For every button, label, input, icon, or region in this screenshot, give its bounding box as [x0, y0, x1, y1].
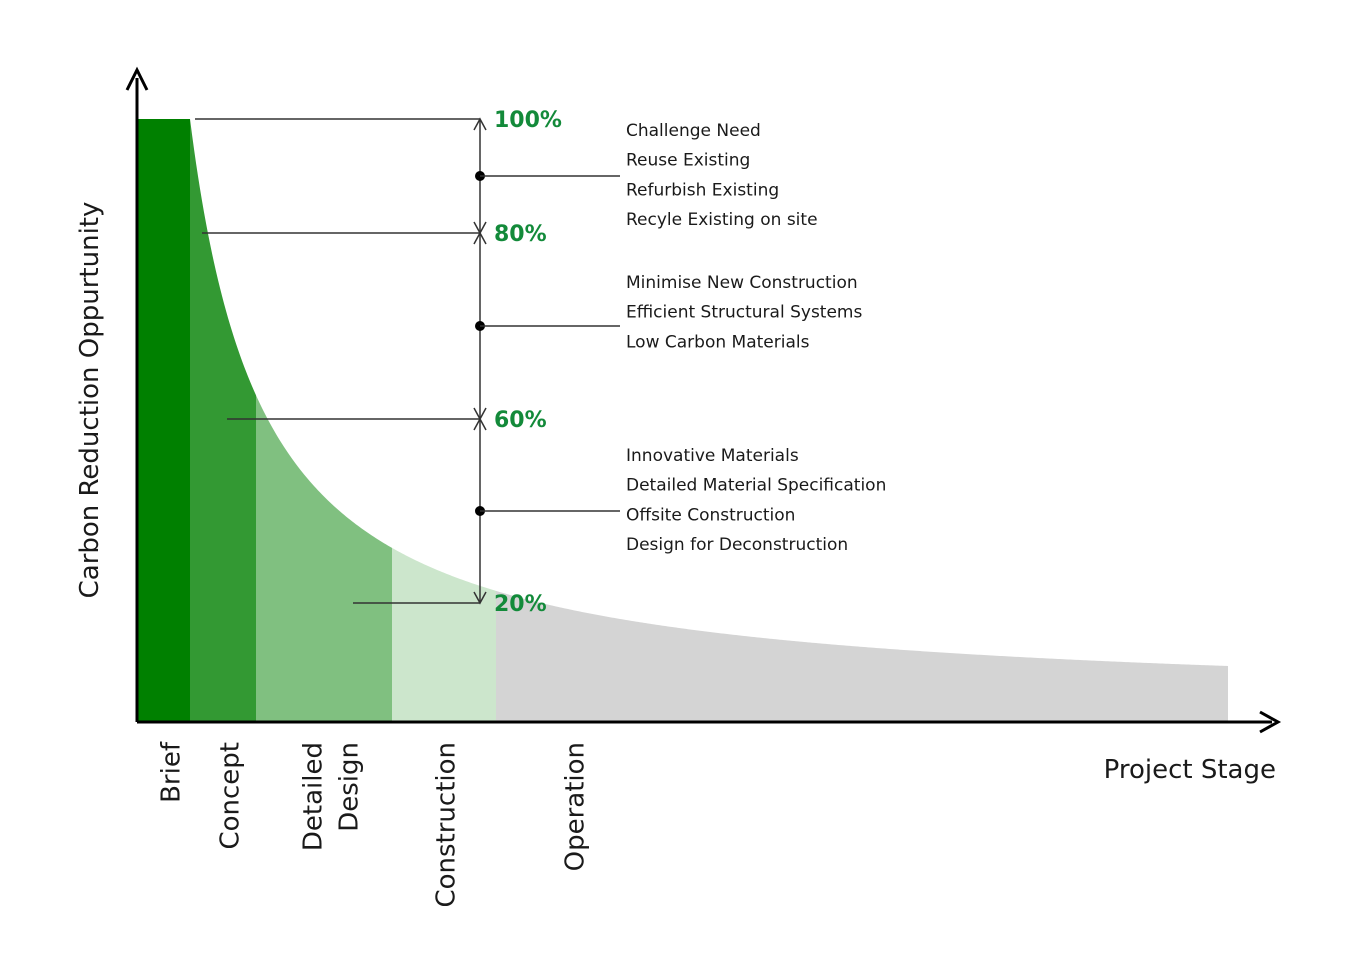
- stage-label: Design: [335, 742, 365, 832]
- y-axis-title: Carbon Reduction Oppurtunity: [75, 202, 105, 599]
- stage-label: Operation: [561, 742, 591, 871]
- axes: [125, 66, 1282, 734]
- stage-labels: Brief Concept Detailed Design Construction Op…: [157, 741, 591, 907]
- stage-band-brief: [137, 119, 190, 722]
- level-label: 20%: [494, 592, 547, 617]
- stage-band-operation: [496, 119, 1228, 722]
- level-markers: 100% 80% 60% 20%: [195, 108, 562, 617]
- strategy-groups: Challenge Need Reuse Existing Refurbish Ex…: [475, 121, 886, 555]
- dimension-arrow-icon: [473, 117, 487, 131]
- x-axis-arrow-icon: [1259, 710, 1282, 734]
- dimension-arrow-icon: [473, 231, 487, 245]
- stage-label: Detailed: [299, 742, 329, 851]
- stage-label: Concept: [216, 742, 246, 850]
- y-axis-arrow-icon: [125, 66, 149, 91]
- dimension-arrow-icon: [473, 591, 487, 605]
- x-axis-title: Project Stage: [1104, 755, 1276, 785]
- strategy-item: Efficient Structural Systems: [626, 303, 862, 323]
- stage-label: Construction: [432, 742, 462, 908]
- strategy-item: Detailed Material Specification: [626, 476, 886, 496]
- dimension-arrow-icon: [473, 417, 487, 431]
- strategy-item: Recyle Existing on site: [626, 210, 818, 230]
- strategy-item: Offsite Construction: [626, 505, 795, 525]
- strategy-item: Design for Deconstruction: [626, 535, 848, 555]
- level-label: 80%: [494, 222, 547, 247]
- strategy-item: Challenge Need: [626, 121, 761, 141]
- strategy-item: Refurbish Existing: [626, 180, 779, 200]
- strategy-item: Innovative Materials: [626, 446, 799, 466]
- strategy-item: Low Carbon Materials: [626, 332, 810, 352]
- stage-label: Brief: [157, 741, 187, 803]
- strategy-item: Minimise New Construction: [626, 273, 858, 293]
- level-label: 60%: [494, 408, 547, 433]
- strategy-item: Reuse Existing: [626, 151, 750, 171]
- level-label: 100%: [494, 108, 562, 133]
